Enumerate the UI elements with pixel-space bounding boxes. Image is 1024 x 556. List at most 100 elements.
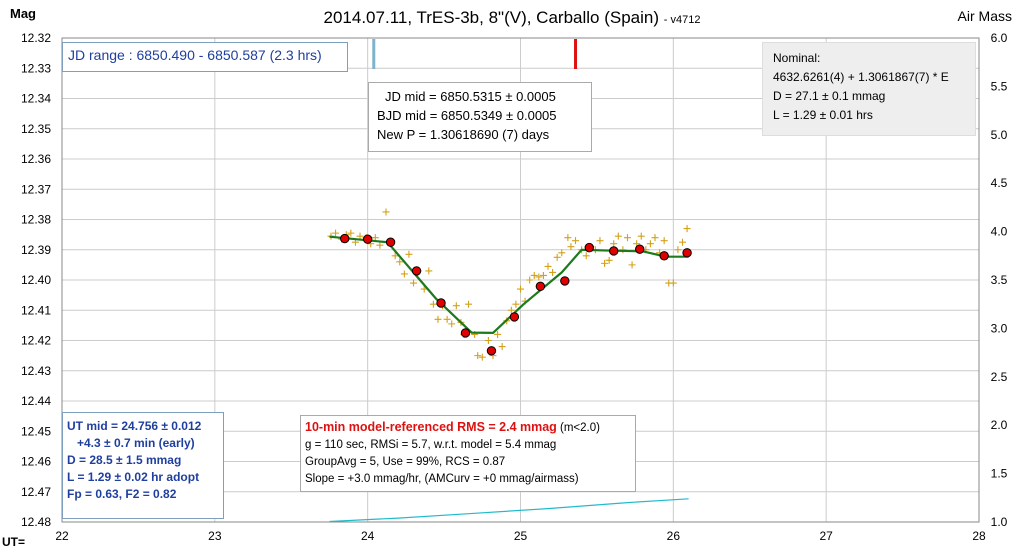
y2-tick-label: 5.0 [991,128,1008,142]
raw-data-point [605,256,613,264]
jd-range-box: JD range : 6850.490 - 6850.587 (2.3 hrs) [62,42,348,72]
raw-data-point [628,261,636,269]
raw-data-point [558,249,566,257]
nominal-length: L = 1.29 ± 0.01 hrs [773,108,873,122]
raw-data-point [549,268,557,276]
y2-axis-label: Air Mass [957,8,1012,24]
binned-data-point [635,244,645,254]
jd-range-text: JD range : 6850.490 - 6850.587 (2.3 hrs) [68,47,322,63]
raw-data-point [564,234,572,242]
raw-data-point [347,229,355,237]
binned-data-point [560,276,570,286]
raw-data-point [410,279,418,287]
ut-mid-text: UT mid = 24.756 ± 0.012 [67,419,202,433]
rms-line-1: g = 110 sec, RMSi = 5.7, w.r.t. model = … [305,439,557,451]
bjd-mid-text: BJD mid = 6850.5349 ± 0.0005 [377,108,557,123]
y-tick-label: 12.35 [21,122,51,136]
rms-title-line: 10-min model-referenced RMS = 2.4 mmag (… [301,419,635,437]
raw-data-point [539,271,547,279]
plot-frame [61,37,980,523]
rms-note: (m<2.0) [556,422,600,434]
binned-data-point [460,328,471,338]
x-tick-label: 23 [208,529,222,543]
raw-data-point [425,267,433,275]
raw-data-point [619,246,627,254]
raw-data-point [679,238,687,246]
y-axis-label: Mag [10,6,36,21]
chart-version: - v4712 [663,14,701,26]
raw-data-point [530,271,538,279]
new-period-text: New P = 1.30618690 (7) days [377,127,550,142]
y-tick-label: 12.42 [21,334,51,348]
model-fit-line [329,235,689,334]
raw-data-point [465,300,473,308]
raw-data-point [674,246,682,254]
chart-title: 2014.07.11, TrES-3b, 8"(V), Carballo (Sp… [0,8,1024,28]
raw-data-point [601,259,609,267]
binned-data-point [340,233,350,244]
nominal-depth: D = 27.1 ± 0.1 mmag [773,89,886,103]
raw-data-point [660,237,668,245]
raw-data-point [452,302,460,310]
y-tick-label: 12.44 [21,394,51,408]
y-tick-label: 12.48 [21,515,51,529]
ut-offset-text: +4.3 ± 0.7 min (early) [67,436,195,450]
y2-tick-label: 4.0 [991,225,1008,239]
raw-data-point [400,270,408,278]
binned-data-point [385,237,396,247]
raw-data-point [512,300,520,308]
binned-data-point [509,312,520,322]
raw-data-point [474,352,482,360]
x-tick-label: 26 [667,529,681,543]
raw-data-point [517,285,524,293]
raw-data-point [582,252,590,260]
x-axis-label: UT= [2,535,26,549]
raw-data-point [498,343,506,351]
raw-data-point [429,300,437,308]
binned-data-point [411,266,422,276]
y2-tick-label: 1.0 [991,515,1008,529]
raw-data-point [448,320,456,328]
y2-tick-label: 1.5 [991,467,1008,481]
y-tick-label: 12.47 [21,485,51,499]
binned-data-point [659,251,669,261]
ut-fp-text: Fp = 0.63, F2 = 0.82 [67,487,177,501]
airmass-line [329,498,689,523]
binned-data-point [436,298,446,308]
rms-line-3: Slope = +3.0 mmag/hr, (AMCurv = +0 mmag/… [305,473,579,485]
raw-data-point [596,237,604,245]
chart-title-text: 2014.07.11, TrES-3b, 8"(V), Carballo (Sp… [323,8,660,27]
binned-data-point [535,281,546,292]
y-tick-label: 12.45 [21,424,51,438]
y-tick-label: 12.38 [21,213,51,227]
rms-title: 10-min model-referenced RMS = 2.4 mmag [305,420,557,434]
y2-tick-label: 6.0 [991,31,1008,45]
y2-tick-label: 5.5 [991,79,1008,93]
raw-data-point [382,208,390,216]
binned-data-point [682,248,692,258]
jd-mid-text: JD mid = 6850.5315 ± 0.0005 [385,89,556,104]
raw-data-point [391,252,399,260]
x-tick-label: 25 [514,529,528,543]
raw-data-point [610,240,618,248]
binned-data-point [486,346,497,356]
y-tick-label: 12.46 [21,455,51,469]
x-tick-label: 22 [55,529,69,543]
raw-data-point [553,253,561,261]
raw-data-point [567,243,575,251]
y-tick-label: 12.39 [21,243,51,257]
raw-data-point [478,353,486,361]
raw-data-point [376,241,384,249]
y-tick-label: 12.33 [21,61,51,75]
nominal-heading: Nominal: [773,51,821,65]
raw-data-point [405,250,413,258]
mid-time-box: JD mid = 6850.5315 ± 0.0005 BJD mid = 68… [368,82,592,152]
raw-data-point [614,232,622,240]
x-tick-label: 24 [361,529,375,543]
x-tick-label: 28 [972,529,986,543]
y2-tick-label: 3.5 [991,273,1008,287]
raw-data-point [526,276,534,284]
raw-data-point [646,240,654,248]
raw-data-point [332,229,340,237]
raw-data-point [651,234,659,242]
